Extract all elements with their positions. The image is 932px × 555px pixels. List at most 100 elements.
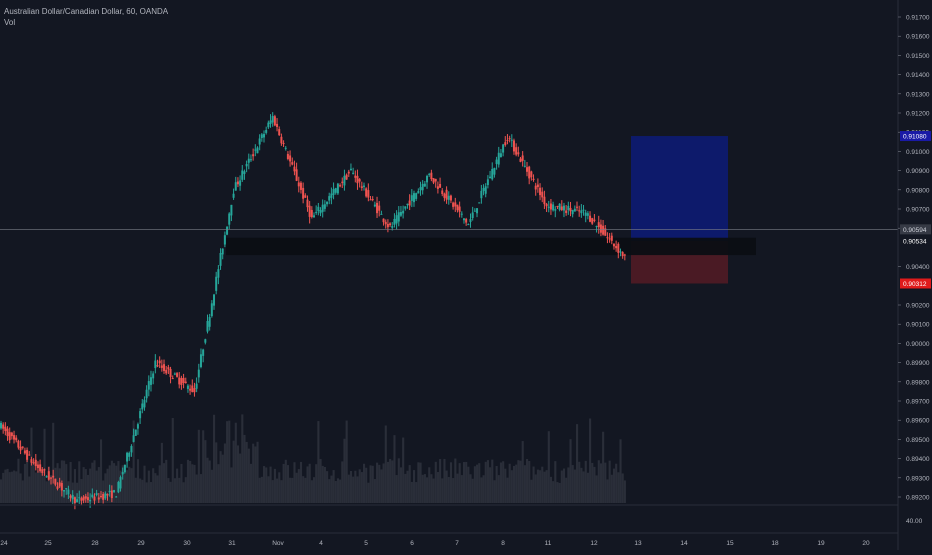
volume-bar [247,448,250,503]
candle-body [78,497,81,499]
volume-bar [582,471,585,503]
volume-bar [447,477,450,503]
candle-body [560,206,563,211]
candle-body [376,202,379,214]
volume-indicator-label[interactable]: Vol [4,18,16,27]
volume-bar [393,435,396,503]
candle-body [523,165,526,167]
volume-bar [534,474,537,503]
volume-bar [8,472,11,503]
candle-body [32,462,35,464]
volume-bar [173,478,176,503]
volume-bar [21,480,24,503]
volume-bar [547,431,550,503]
volume-bar [123,474,126,503]
candle-body [482,187,485,192]
candle-body [606,237,609,239]
candle-body [389,223,392,226]
candle-body [139,411,142,419]
profit-target-zone[interactable] [631,136,728,241]
volume-bar [619,439,622,503]
y-tick-label: 0.90100 [906,322,930,329]
candle-body [243,171,246,174]
volume-bar [108,465,111,503]
candle-body [41,469,44,474]
candle-body [254,149,257,151]
volume-bar [49,475,53,503]
candle-body [80,498,83,501]
candle-body [180,378,183,386]
candle-body [126,452,129,462]
candle-body [191,385,194,393]
candle-body [495,159,498,164]
candle-body [473,210,476,212]
volume-bar [160,442,163,503]
candle-body [339,185,342,187]
candle-body [547,206,550,208]
candle-body [576,206,579,208]
volume-bar [163,463,166,503]
candle-body [215,276,218,291]
volume-bar [145,482,148,503]
symbol-title[interactable]: Australian Dollar/Canadian Dollar, 60, O… [4,7,169,16]
y-tick-label: 0.91200 [906,111,930,118]
candle-body [532,178,535,181]
y-tick-label: 0.90000 [906,341,930,348]
volume-bar [491,459,494,503]
candle-body [286,154,289,159]
candle-body [204,339,207,343]
volume-bar [471,478,474,503]
volume-bar [558,482,561,503]
volume-bar [371,465,374,503]
candle-body [349,168,352,171]
x-tick-label: 8 [501,540,505,547]
candle-body [562,205,565,211]
candle-body [241,170,244,180]
volume-bar [608,460,611,503]
support-zone[interactable] [226,237,756,256]
volume-bar [352,476,355,503]
y-tick-label: 0.89600 [906,418,930,425]
candle-body [519,158,522,162]
volume-bar [462,462,466,503]
volume-bar [532,466,535,503]
volume-bar [45,481,48,503]
volume-bar [569,439,572,503]
candle-body [134,429,137,436]
candle-body [76,499,79,503]
candle-body [115,496,118,498]
candle-body [573,208,576,212]
volume-bar [606,479,609,503]
volume-bar [591,462,594,503]
volume-bar [336,478,340,503]
candle-body [417,190,420,194]
volume-bar [32,462,35,503]
candle-body [499,153,502,158]
volume-bar [504,468,507,503]
volume-bar [526,459,529,503]
y-tick-label: 0.89500 [906,437,930,444]
candle-body [15,437,18,441]
volume-bar [128,466,131,503]
x-tick-label: 14 [680,540,688,547]
volume-bar [554,461,557,503]
x-tick-label: 24 [0,540,8,547]
candle-body [326,201,329,205]
candle-body [256,147,259,154]
y-tick-label: 0.91300 [906,91,930,98]
candle-body [352,172,355,174]
stop-price-label-bg [900,278,931,289]
candle-body [213,294,216,306]
candle-body [486,179,489,185]
volume-bar [354,470,357,503]
volume-bar [597,460,600,503]
volume-bar [556,482,559,503]
candle-body [145,389,148,399]
volume-bar [315,464,318,503]
candle-body [323,204,326,209]
candle-body [612,243,615,247]
candle-body [319,210,322,214]
volume-bar [134,477,137,503]
